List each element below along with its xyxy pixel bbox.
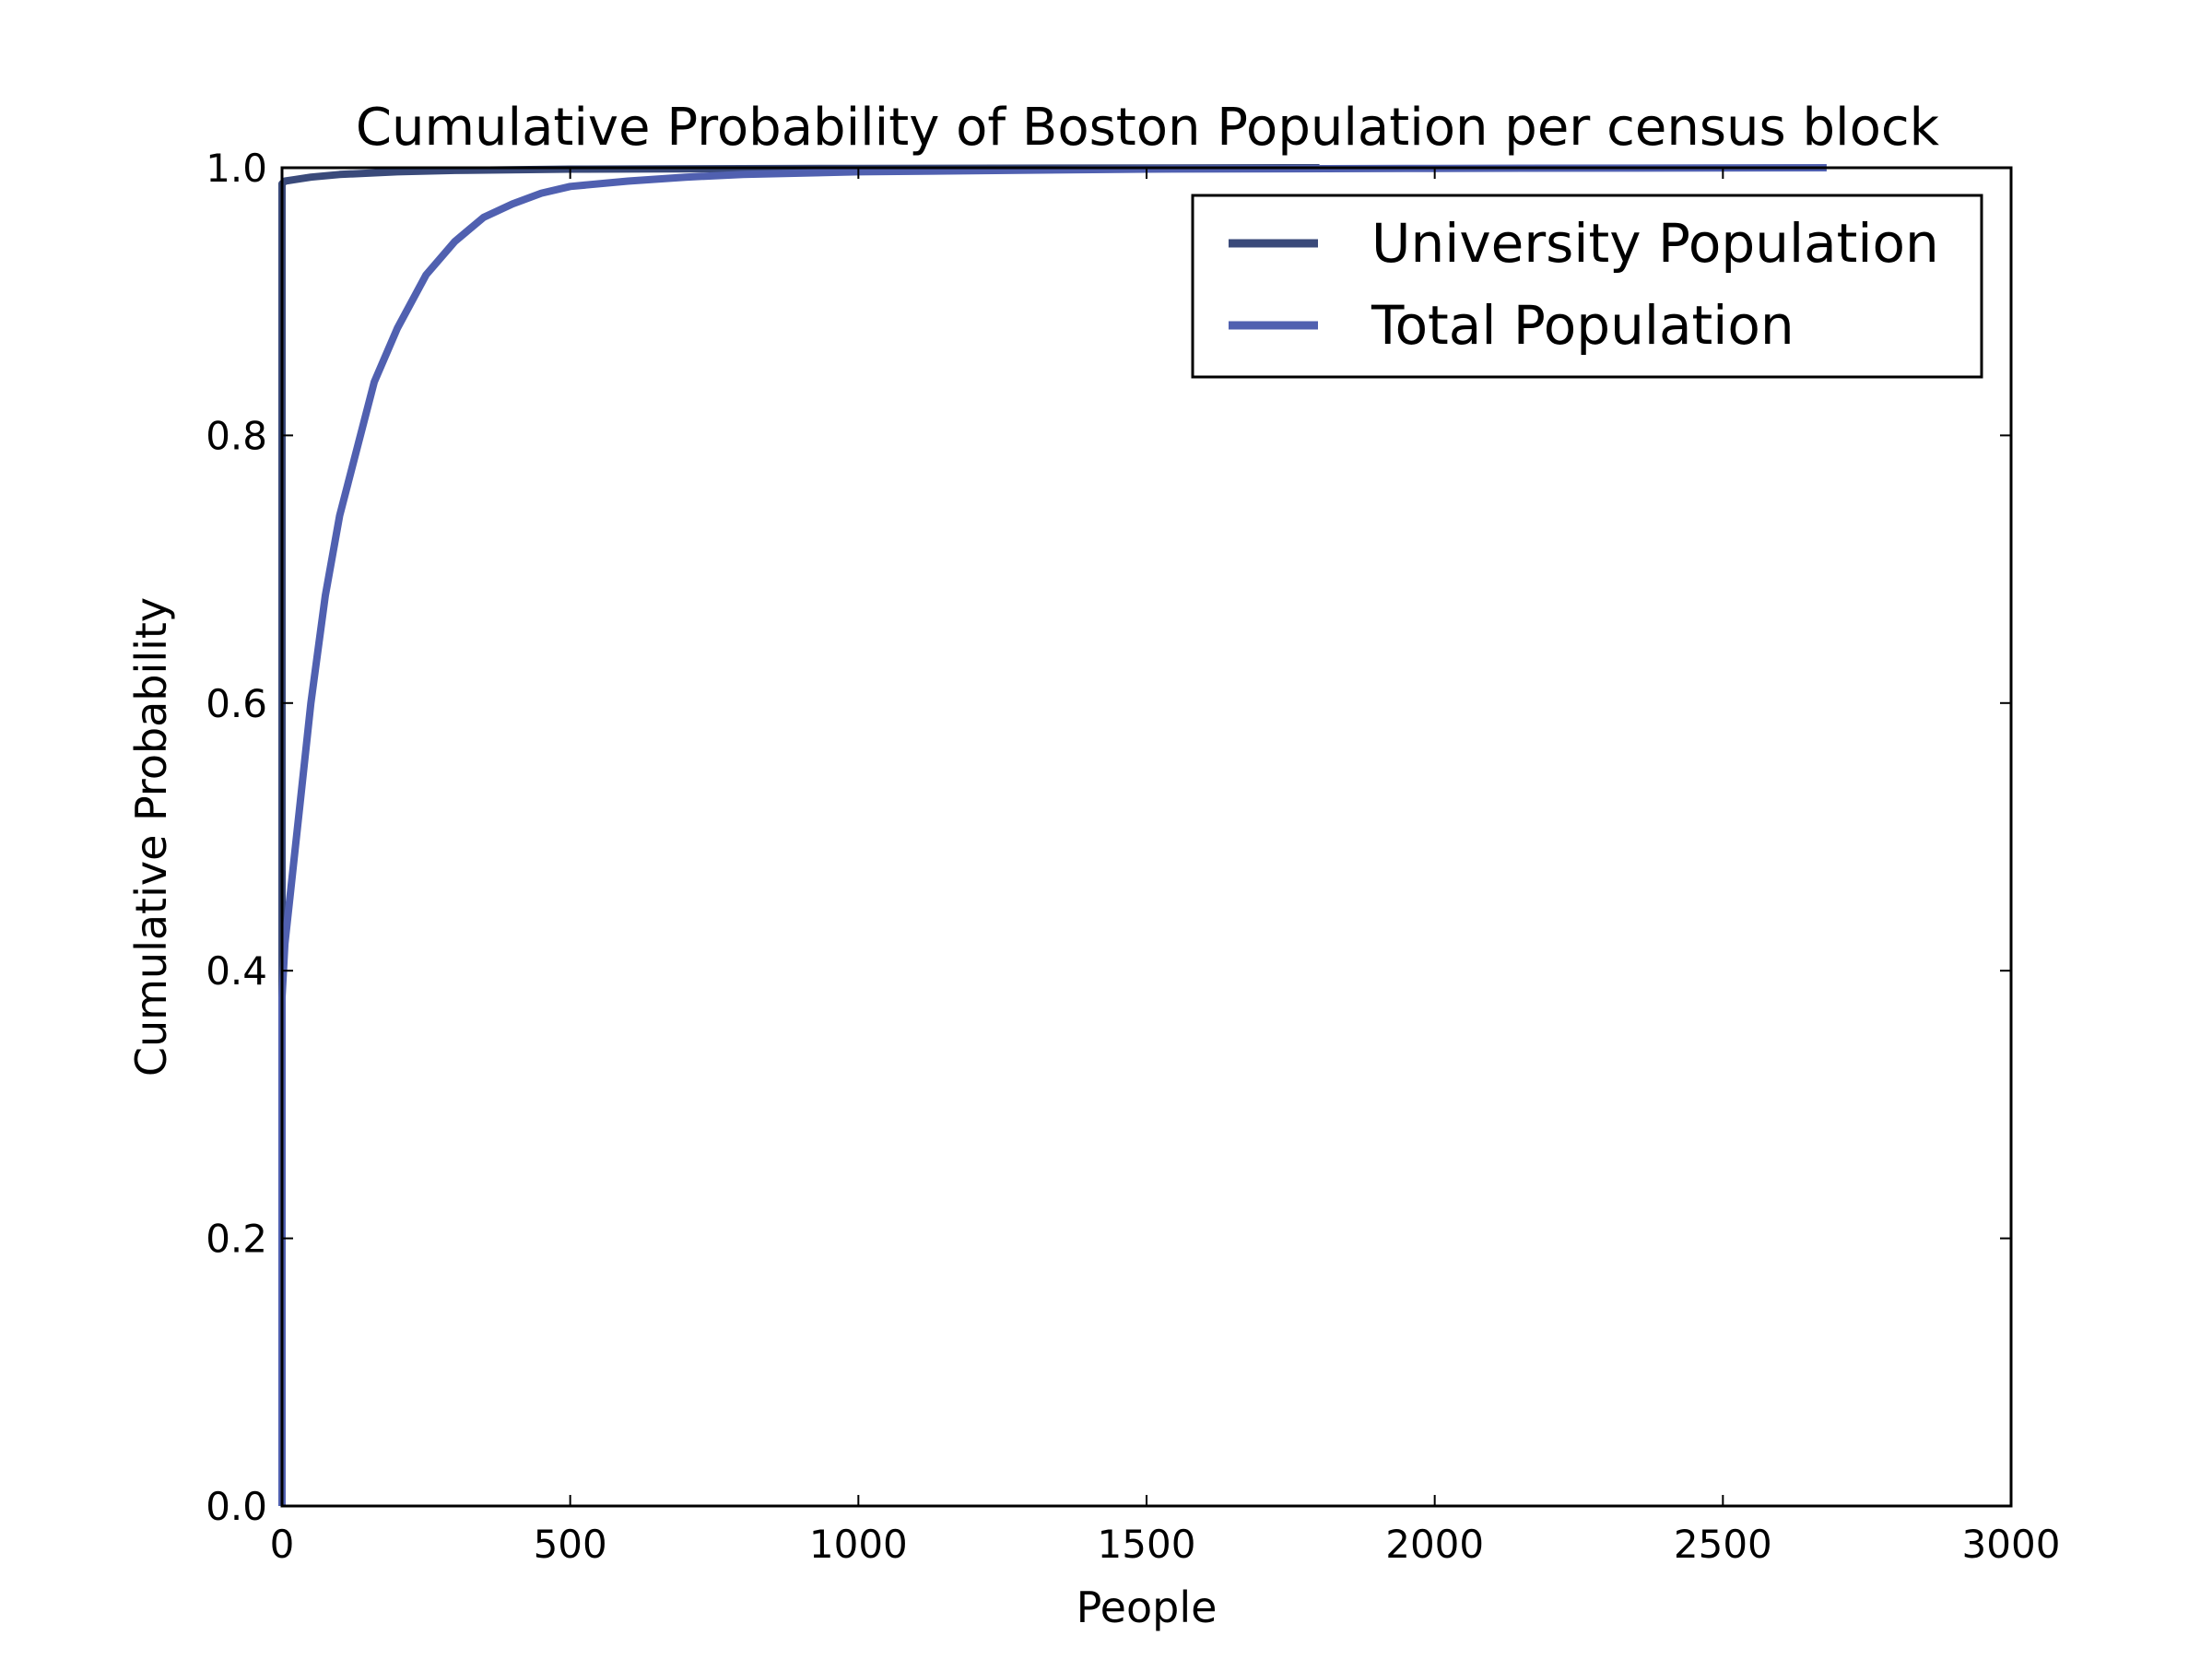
legend-label-total: Total Population — [1371, 294, 1794, 357]
series-line-total — [278, 164, 1827, 1506]
x-tick-label: 1500 — [1098, 1522, 1196, 1567]
y-tick-label: 0.2 — [206, 1217, 267, 1262]
x-tick-label: 2500 — [1674, 1522, 1772, 1567]
x-tick-label: 3000 — [1962, 1522, 2061, 1567]
x-tick-label: 500 — [534, 1522, 607, 1567]
ticks-layer: 0 500 1000 1500 2000 2500 3000 0.0 0.2 0.4 0.6 0.8 1… — [206, 146, 2060, 1567]
x-axis-label: People — [1077, 1583, 1218, 1632]
x-tick-label: 0 — [270, 1522, 295, 1567]
legend-box — [1191, 194, 1983, 379]
y-tick-label: 0.8 — [206, 413, 267, 458]
legend-label-university: University Population — [1371, 212, 1939, 275]
y-tick-label: 0.6 — [206, 681, 267, 726]
y-axis-label: Cumulative Probability — [126, 597, 176, 1077]
chart-title: Cumulative Probability of Boston Populat… — [356, 98, 1940, 158]
plot-background — [282, 168, 2011, 1506]
plot-area: 0 500 1000 1500 2000 2500 3000 0.0 0.2 0.4 0.6 0.8 1… — [206, 146, 2060, 1567]
x-tick-label: 2000 — [1385, 1522, 1484, 1567]
y-tick-label: 0.0 — [206, 1484, 267, 1529]
legend: University Population Total Population — [1191, 194, 1983, 379]
y-tick-label: 1.0 — [206, 146, 267, 191]
y-tick-label: 0.4 — [206, 948, 267, 994]
x-tick-label: 1000 — [809, 1522, 908, 1567]
